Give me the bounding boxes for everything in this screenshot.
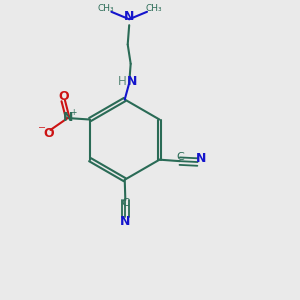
Text: CH₃: CH₃	[145, 4, 162, 13]
Text: O: O	[44, 127, 54, 140]
Text: CH₃: CH₃	[97, 4, 114, 13]
Text: O: O	[58, 90, 68, 103]
Text: N: N	[120, 215, 130, 228]
Text: N: N	[63, 111, 74, 124]
Text: N: N	[124, 10, 134, 23]
Text: C: C	[177, 152, 184, 162]
Text: N: N	[127, 75, 137, 88]
Text: N: N	[196, 152, 207, 165]
Text: C: C	[122, 198, 129, 208]
Text: +: +	[70, 108, 76, 117]
Text: H: H	[118, 75, 127, 88]
Text: ⁻: ⁻	[38, 123, 46, 138]
